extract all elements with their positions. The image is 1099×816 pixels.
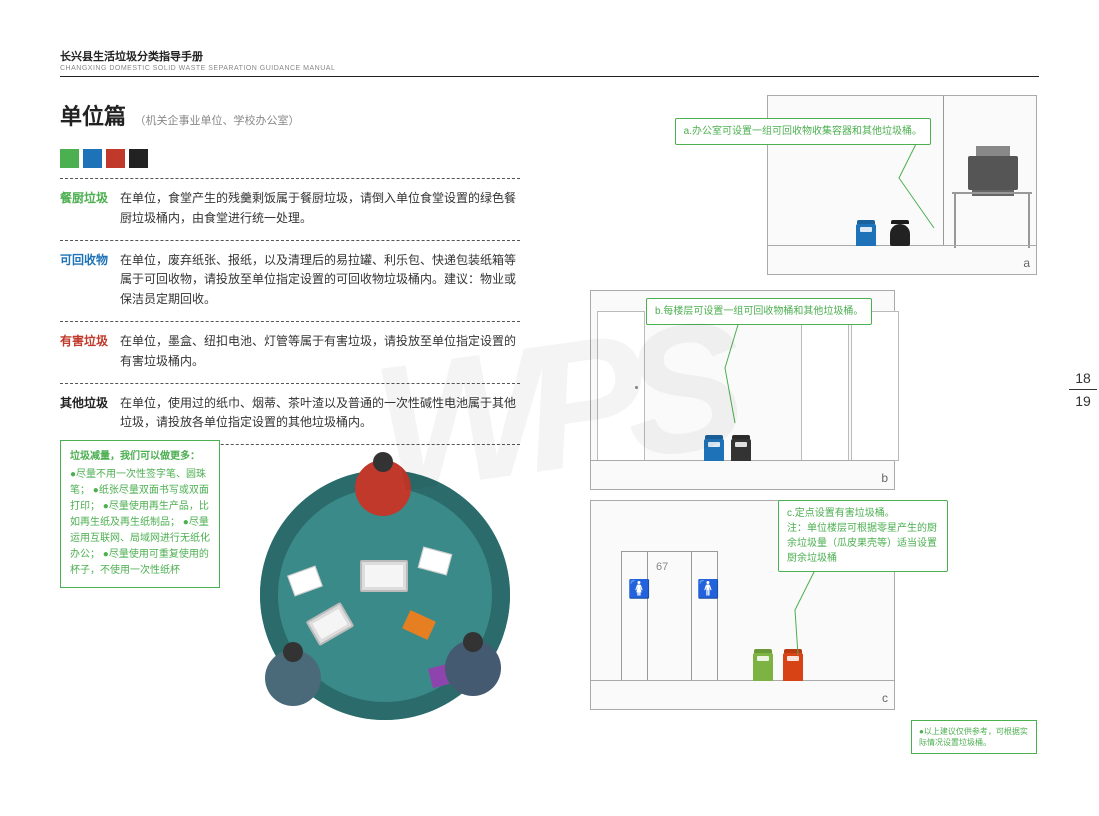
- shelf: [952, 192, 1032, 194]
- bin-recyclable-icon: [704, 439, 724, 461]
- printer-icon: [968, 156, 1018, 190]
- room-number: 67: [656, 561, 668, 573]
- tips-box: 垃圾减量，我们可以做更多： ●尽量不用一次性签字笔、圆珠笔； ●纸张尽量双面书写…: [60, 440, 220, 588]
- laptop-icon: [360, 560, 408, 592]
- category-table: 餐厨垃圾 在单位，食堂产生的残羹剩饭属于餐厨垃圾，请倒入单位食堂设置的绿色餐厨垃…: [60, 178, 520, 445]
- cat-label-kitchen: 餐厨垃圾: [60, 189, 120, 229]
- person-icon: [355, 460, 411, 516]
- table-row: 可回收物 在单位，废弃纸张、报纸，以及清理后的易拉罐、利乐包、快递包装纸箱等属于…: [60, 241, 520, 322]
- person-icon: [445, 640, 501, 696]
- callout-c: c.定点设置有害垃圾桶。 注：单位楼层可根据零星产生的厨余垃圾量（瓜皮果壳等）适…: [778, 500, 948, 572]
- page-top: 18: [1067, 370, 1099, 386]
- cat-label-other: 其他垃圾: [60, 394, 120, 434]
- cat-desc: 在单位，废弃纸张、报纸，以及清理后的易拉罐、利乐包、快递包装纸箱等属于可回收物，…: [120, 251, 520, 310]
- bin-kitchen-icon: [753, 653, 773, 681]
- callout-pointer-icon: [720, 318, 760, 428]
- swatch-black: [129, 149, 148, 168]
- page-bottom: 19: [1067, 393, 1099, 409]
- callout-b: b.每楼层可设置一组可回收物桶和其他垃圾桶。: [646, 298, 872, 325]
- manual-header: 长兴县生活垃圾分类指导手册 CHANGXING DOMESTIC SOLID W…: [60, 48, 1039, 77]
- callout-pointer-icon: [790, 570, 830, 660]
- person-male-icon: 🚹: [697, 579, 719, 600]
- bin-recyclable-icon: [856, 224, 876, 246]
- page-number: 18 19: [1067, 370, 1099, 409]
- tips-title: 垃圾减量，我们可以做更多：: [70, 449, 210, 465]
- section-title: 单位篇: [60, 99, 126, 131]
- person-female-icon: 🚺: [628, 579, 650, 600]
- table-row: 有害垃圾 在单位，墨盒、纽扣电池、灯管等属于有害垃圾，请投放至单位指定设置的有害…: [60, 322, 520, 384]
- cat-label-hazardous: 有害垃圾: [60, 332, 120, 372]
- header-cn: 长兴县生活垃圾分类指导手册: [60, 48, 1039, 64]
- cat-desc: 在单位，使用过的纸巾、烟蒂、茶叶渣以及普通的一次性碱性电池属于其他垃圾，请投放各…: [120, 394, 520, 434]
- bin-other-icon: [731, 439, 751, 461]
- table-row: 餐厨垃圾 在单位，食堂产生的残羹剩饭属于餐厨垃圾，请倒入单位食堂设置的绿色餐厨垃…: [60, 179, 520, 241]
- panel-label-a: a: [1023, 256, 1030, 270]
- table-row: 其他垃圾 在单位，使用过的纸巾、烟蒂、茶叶渣以及普通的一次性碱性电池属于其他垃圾…: [60, 384, 520, 446]
- panel-label-c: c: [882, 691, 888, 705]
- meeting-illustration: [230, 440, 540, 750]
- cat-desc: 在单位，食堂产生的残羹剩饭属于餐厨垃圾，请倒入单位食堂设置的绿色餐厨垃圾桶内，由…: [120, 189, 520, 229]
- cat-desc: 在单位，墨盒、纽扣电池、灯管等属于有害垃圾，请投放至单位指定设置的有害垃圾桶内。: [120, 332, 520, 372]
- swatch-blue: [83, 149, 102, 168]
- callout-a: a.办公室可设置一组可回收物收集容器和其他垃圾桶。: [675, 118, 931, 145]
- section-subtitle: （机关企事业单位、学校办公室）: [134, 115, 299, 127]
- panel-label-b: b: [881, 471, 888, 485]
- header-en: CHANGXING DOMESTIC SOLID WASTE SEPARATIO…: [60, 65, 1039, 72]
- swatch-green: [60, 149, 79, 168]
- callout-pointer-icon: [889, 138, 949, 238]
- person-icon: [265, 650, 321, 706]
- cat-label-recyclable: 可回收物: [60, 251, 120, 310]
- swatch-red: [106, 149, 125, 168]
- footer-note: ●以上建议仅供参考，可根据实际情况设置垃圾桶。: [911, 720, 1037, 754]
